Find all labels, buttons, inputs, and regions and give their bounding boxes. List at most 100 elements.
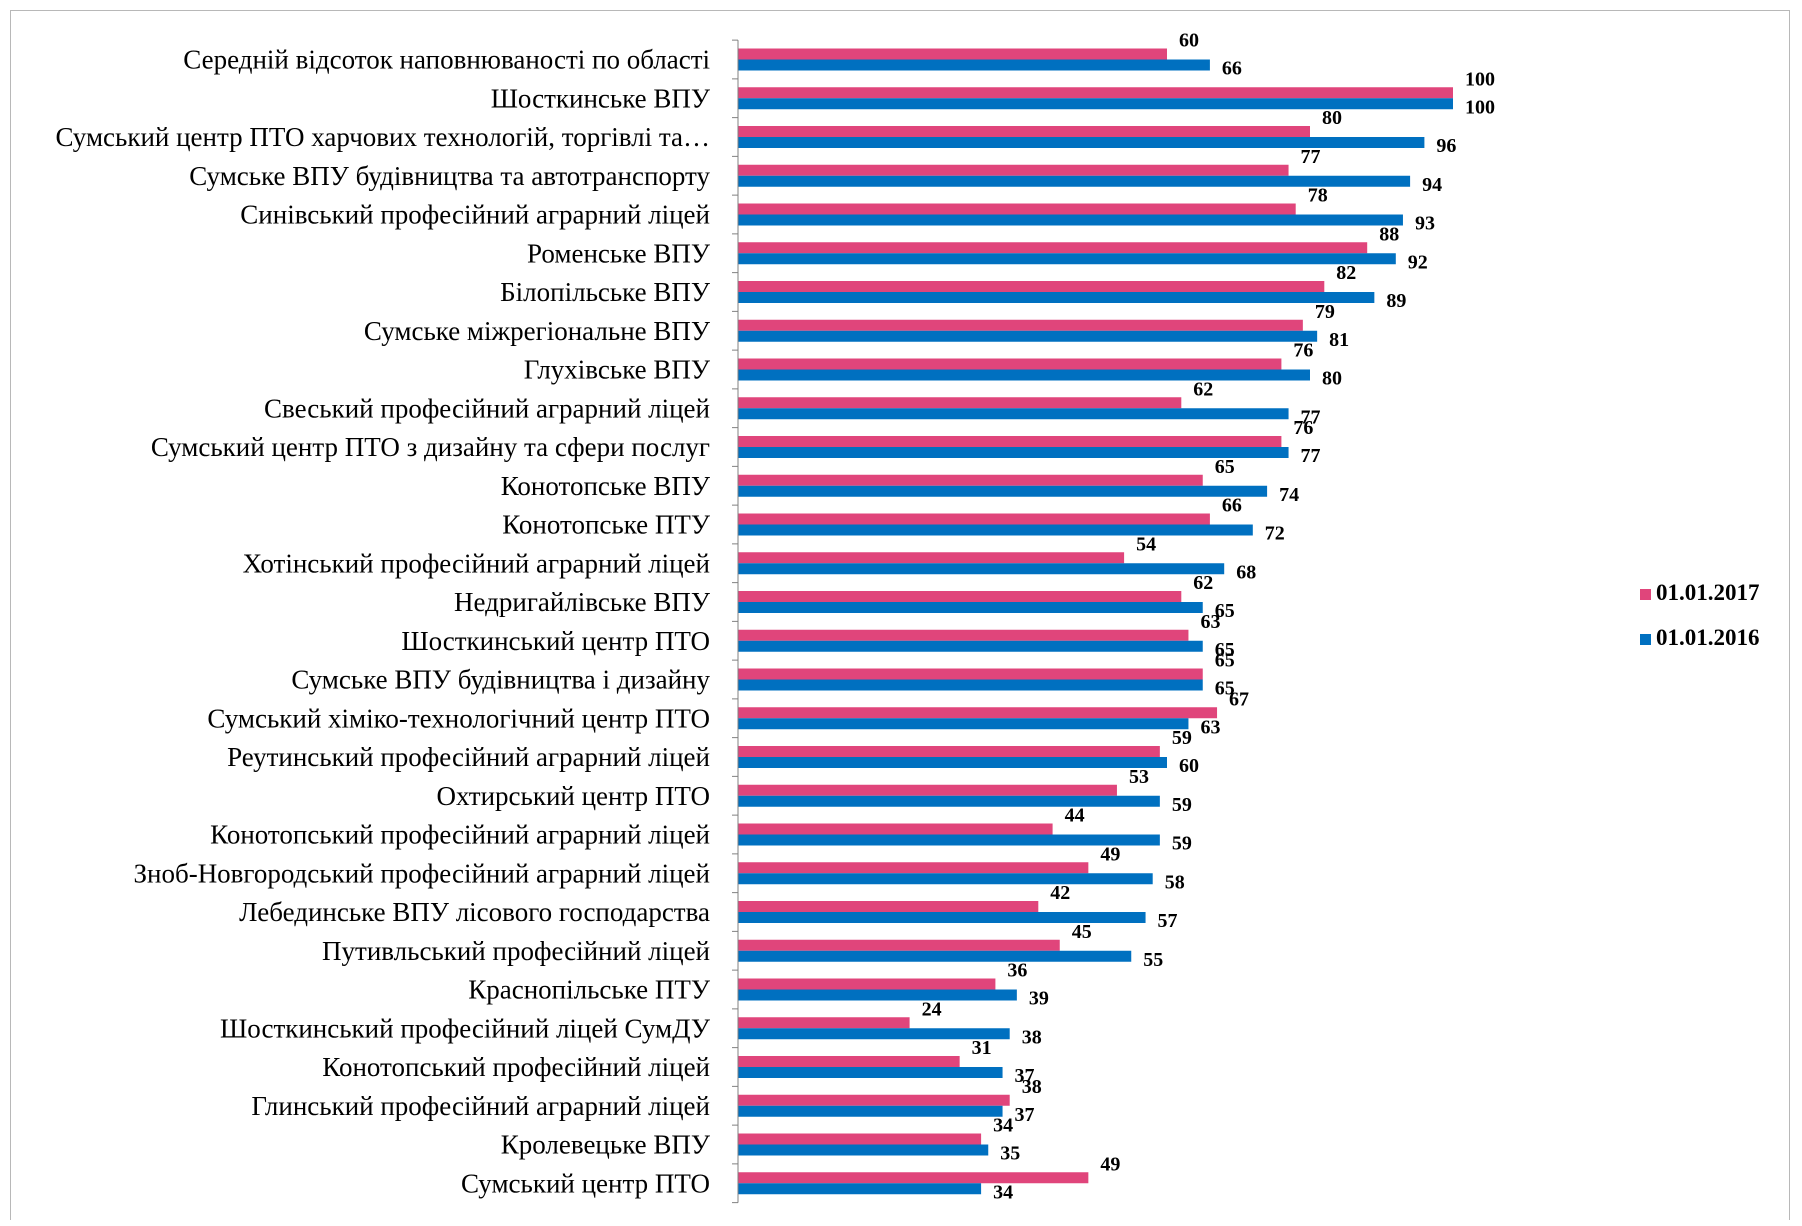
bar-01-01-2017 [738, 87, 1453, 99]
data-label: 54 [1136, 533, 1156, 555]
category-label: Роменське ВПУ [527, 238, 711, 268]
category-label: Шосткинський центр ПТО [401, 626, 710, 656]
data-label: 63 [1200, 716, 1220, 738]
bar-01-01-2016 [738, 1144, 989, 1156]
data-label: 65 [1215, 600, 1235, 622]
data-label: 39 [1029, 988, 1049, 1010]
data-label: 44 [1065, 805, 1085, 827]
category-label: Хотінський професійний аграрний ліцей [243, 548, 710, 578]
data-label: 68 [1236, 561, 1256, 583]
data-label: 59 [1172, 727, 1192, 749]
category-label: Сумський хіміко-технологічний центр ПТО [207, 703, 710, 733]
data-label: 62 [1193, 378, 1213, 400]
bar-01-01-2017 [738, 436, 1282, 447]
bar-01-01-2017 [738, 203, 1296, 215]
data-label: 24 [922, 998, 942, 1020]
bar-01-01-2017 [738, 939, 1060, 951]
bar-01-01-2016 [738, 1183, 982, 1195]
category-label: Конотопське ВПУ [501, 471, 711, 501]
data-label: 89 [1386, 290, 1406, 312]
bar-01-01-2016 [738, 447, 1289, 458]
data-label: 79 [1315, 301, 1335, 323]
bar-01-01-2016 [738, 757, 1167, 768]
bar-01-01-2017 [738, 319, 1303, 331]
bar-01-01-2016 [738, 292, 1375, 303]
bar-01-01-2017 [738, 513, 1210, 525]
data-label: 31 [972, 1037, 992, 1059]
data-label: 59 [1172, 833, 1192, 855]
bar-01-01-2017 [738, 552, 1125, 564]
bar-01-01-2016 [738, 137, 1425, 148]
category-label: Краснопільське ПТУ [468, 975, 711, 1005]
category-label: Лебединське ВПУ лісового господарства [239, 897, 710, 927]
data-label: 93 [1415, 213, 1435, 235]
bar-01-01-2016 [738, 485, 1268, 497]
bar-01-01-2016 [738, 1105, 1003, 1117]
data-label: 72 [1265, 523, 1285, 545]
data-label: 66 [1222, 58, 1242, 80]
bar-01-01-2016 [738, 795, 1160, 807]
bar-01-01-2017 [738, 901, 1039, 912]
data-label: 77 [1301, 146, 1321, 168]
bar-01-01-2016 [738, 989, 1017, 1001]
data-label: 76 [1293, 340, 1313, 362]
data-label: 65 [1215, 639, 1235, 661]
bars-layer [738, 48, 1453, 1195]
bar-01-01-2016 [738, 408, 1289, 420]
data-label: 57 [1158, 910, 1178, 932]
data-label: 63 [1200, 611, 1220, 633]
bar-01-01-2017 [738, 629, 1189, 641]
data-label: 82 [1336, 262, 1356, 284]
bar-01-01-2017 [738, 126, 1310, 137]
data-label: 65 [1215, 678, 1235, 700]
category-axis [732, 39, 739, 1204]
data-label: 34 [993, 1181, 1013, 1203]
category-labels: Середній відсоток наповнюваності по обла… [55, 45, 710, 1199]
chart-frame [10, 10, 1790, 1220]
bar-01-01-2017 [738, 707, 1218, 719]
category-label: Синівський професійний аграрний ліцей [240, 200, 710, 230]
data-label: 65 [1215, 456, 1235, 478]
bar-01-01-2017 [738, 668, 1203, 680]
data-label: 37 [1015, 1065, 1035, 1087]
bar-01-01-2017 [738, 1094, 1010, 1106]
bar-01-01-2017 [738, 746, 1160, 757]
bar-01-01-2016 [738, 640, 1203, 652]
bar-01-01-2017 [738, 1172, 1089, 1184]
legend-label: 01.01.2016 [1656, 625, 1760, 650]
data-label: 37 [1015, 1104, 1035, 1126]
category-label: Недригайлівське ВПУ [454, 587, 711, 617]
category-label: Глухівське ВПУ [524, 355, 711, 385]
value-labels: 60 66 100 100 80 96 77 94 78 93 88 92 82 89 79 81 76 80 62… [922, 30, 1495, 1204]
category-label: Шосткинський професійний ліцей СумДУ [220, 1013, 711, 1043]
bar-01-01-2017 [738, 784, 1117, 796]
category-label: Конотопський професійний аграрний ліцей [210, 820, 710, 850]
bar-01-01-2016 [738, 1028, 1010, 1040]
data-label: 67 [1229, 688, 1249, 710]
bar-01-01-2017 [738, 397, 1182, 409]
data-label: 38 [1022, 1026, 1042, 1048]
bar-01-01-2017 [738, 591, 1182, 602]
legend-swatch [1640, 589, 1651, 600]
data-label: 96 [1436, 135, 1456, 157]
category-label: Глинський професійний аграрний ліцей [251, 1091, 710, 1121]
data-label: 62 [1193, 572, 1213, 594]
bar-01-01-2017 [738, 862, 1089, 874]
bar-01-01-2016 [738, 98, 1453, 110]
category-label: Конотопське ПТУ [502, 510, 711, 540]
bar-01-01-2017 [738, 48, 1167, 60]
bar-01-01-2016 [738, 563, 1225, 575]
data-label: 76 [1293, 417, 1313, 439]
data-label: 81 [1329, 329, 1349, 351]
category-label: Сумський центр ПТО харчових технологій, … [55, 122, 710, 152]
category-label: Шосткинське ВПУ [491, 83, 711, 113]
bar-01-01-2016 [738, 912, 1146, 923]
category-label: Середній відсоток наповнюваності по обла… [183, 45, 710, 75]
category-label: Кролевецьке ВПУ [501, 1130, 711, 1160]
data-label: 74 [1279, 484, 1299, 506]
category-label: Охтирський центр ПТО [436, 781, 710, 811]
bar-01-01-2017 [738, 358, 1282, 370]
bar-01-01-2017 [738, 1056, 960, 1067]
data-label: 66 [1222, 495, 1242, 517]
bar-01-01-2016 [738, 253, 1396, 265]
